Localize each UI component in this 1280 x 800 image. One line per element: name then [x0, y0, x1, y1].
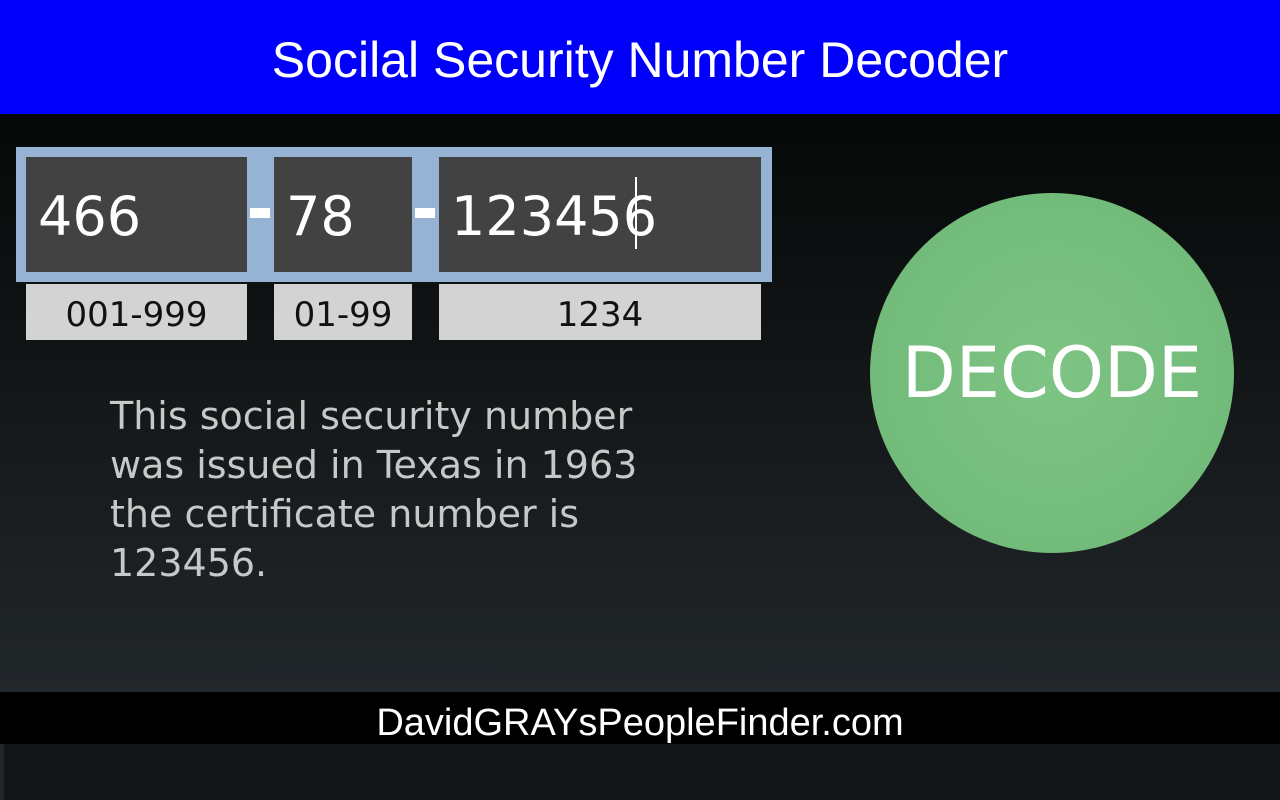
- bottom-area: [4, 744, 1280, 800]
- serial-hint: 1234: [439, 284, 761, 340]
- text-cursor: [635, 177, 637, 249]
- dash-separator: [250, 208, 270, 218]
- footer-link[interactable]: DavidGRAYsPeopleFinder.com: [0, 692, 1280, 744]
- result-text: This social security number was issued i…: [110, 394, 638, 585]
- area-number-input[interactable]: 466: [26, 157, 247, 272]
- group-hint: 01-99: [274, 284, 412, 340]
- group-number-input[interactable]: 78: [274, 157, 412, 272]
- dash-separator: [415, 208, 435, 218]
- app-title: Socilal Security Number Decoder: [0, 0, 1280, 114]
- serial-number-input[interactable]: 123456: [439, 157, 761, 272]
- area-hint: 001-999: [26, 284, 247, 340]
- decode-button[interactable]: DECODE: [870, 193, 1234, 553]
